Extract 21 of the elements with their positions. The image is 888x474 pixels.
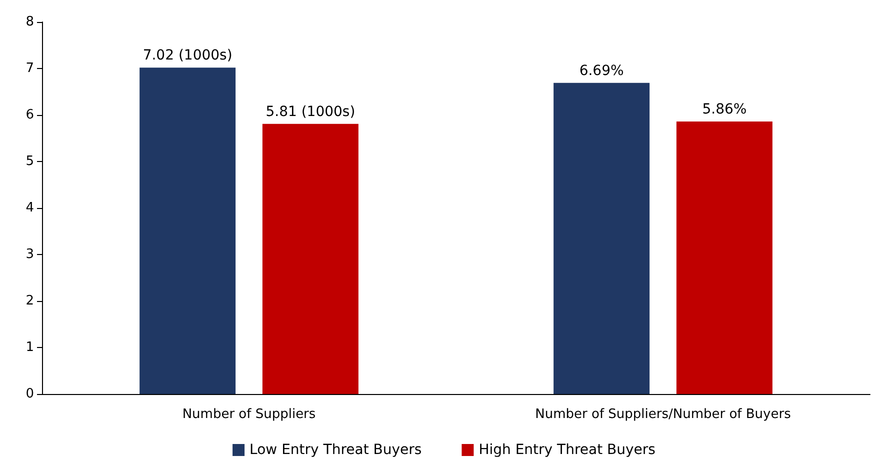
y-tick-label: 2 bbox=[26, 294, 34, 308]
bar bbox=[140, 68, 236, 394]
y-tick-label: 1 bbox=[26, 340, 34, 355]
data-label: 5.86% bbox=[702, 102, 747, 118]
x-tick-label: Number of Suppliers bbox=[182, 407, 316, 422]
legend-label: High Entry Threat Buyers bbox=[478, 442, 656, 458]
data-label: 7.02 (1000s) bbox=[142, 48, 232, 64]
y-tick-label: 4 bbox=[26, 200, 34, 216]
y-tick-label: 3 bbox=[26, 247, 34, 262]
data-label: 5.81 (1000s) bbox=[266, 104, 356, 120]
legend-label: Low Entry Threat Buyers bbox=[250, 442, 422, 458]
bar bbox=[262, 124, 358, 394]
bar bbox=[554, 82, 650, 394]
y-tick-label: 8 bbox=[26, 14, 34, 30]
y-tick-label: 7 bbox=[26, 61, 34, 76]
y-tick-label: 6 bbox=[26, 108, 34, 122]
bar bbox=[676, 122, 772, 394]
y-tick-label: 0 bbox=[26, 386, 34, 402]
data-label: 6.69% bbox=[579, 62, 624, 79]
y-tick-label: 5 bbox=[26, 154, 34, 169]
x-tick-label: Number of Suppliers/Number of Buyers bbox=[535, 407, 792, 422]
